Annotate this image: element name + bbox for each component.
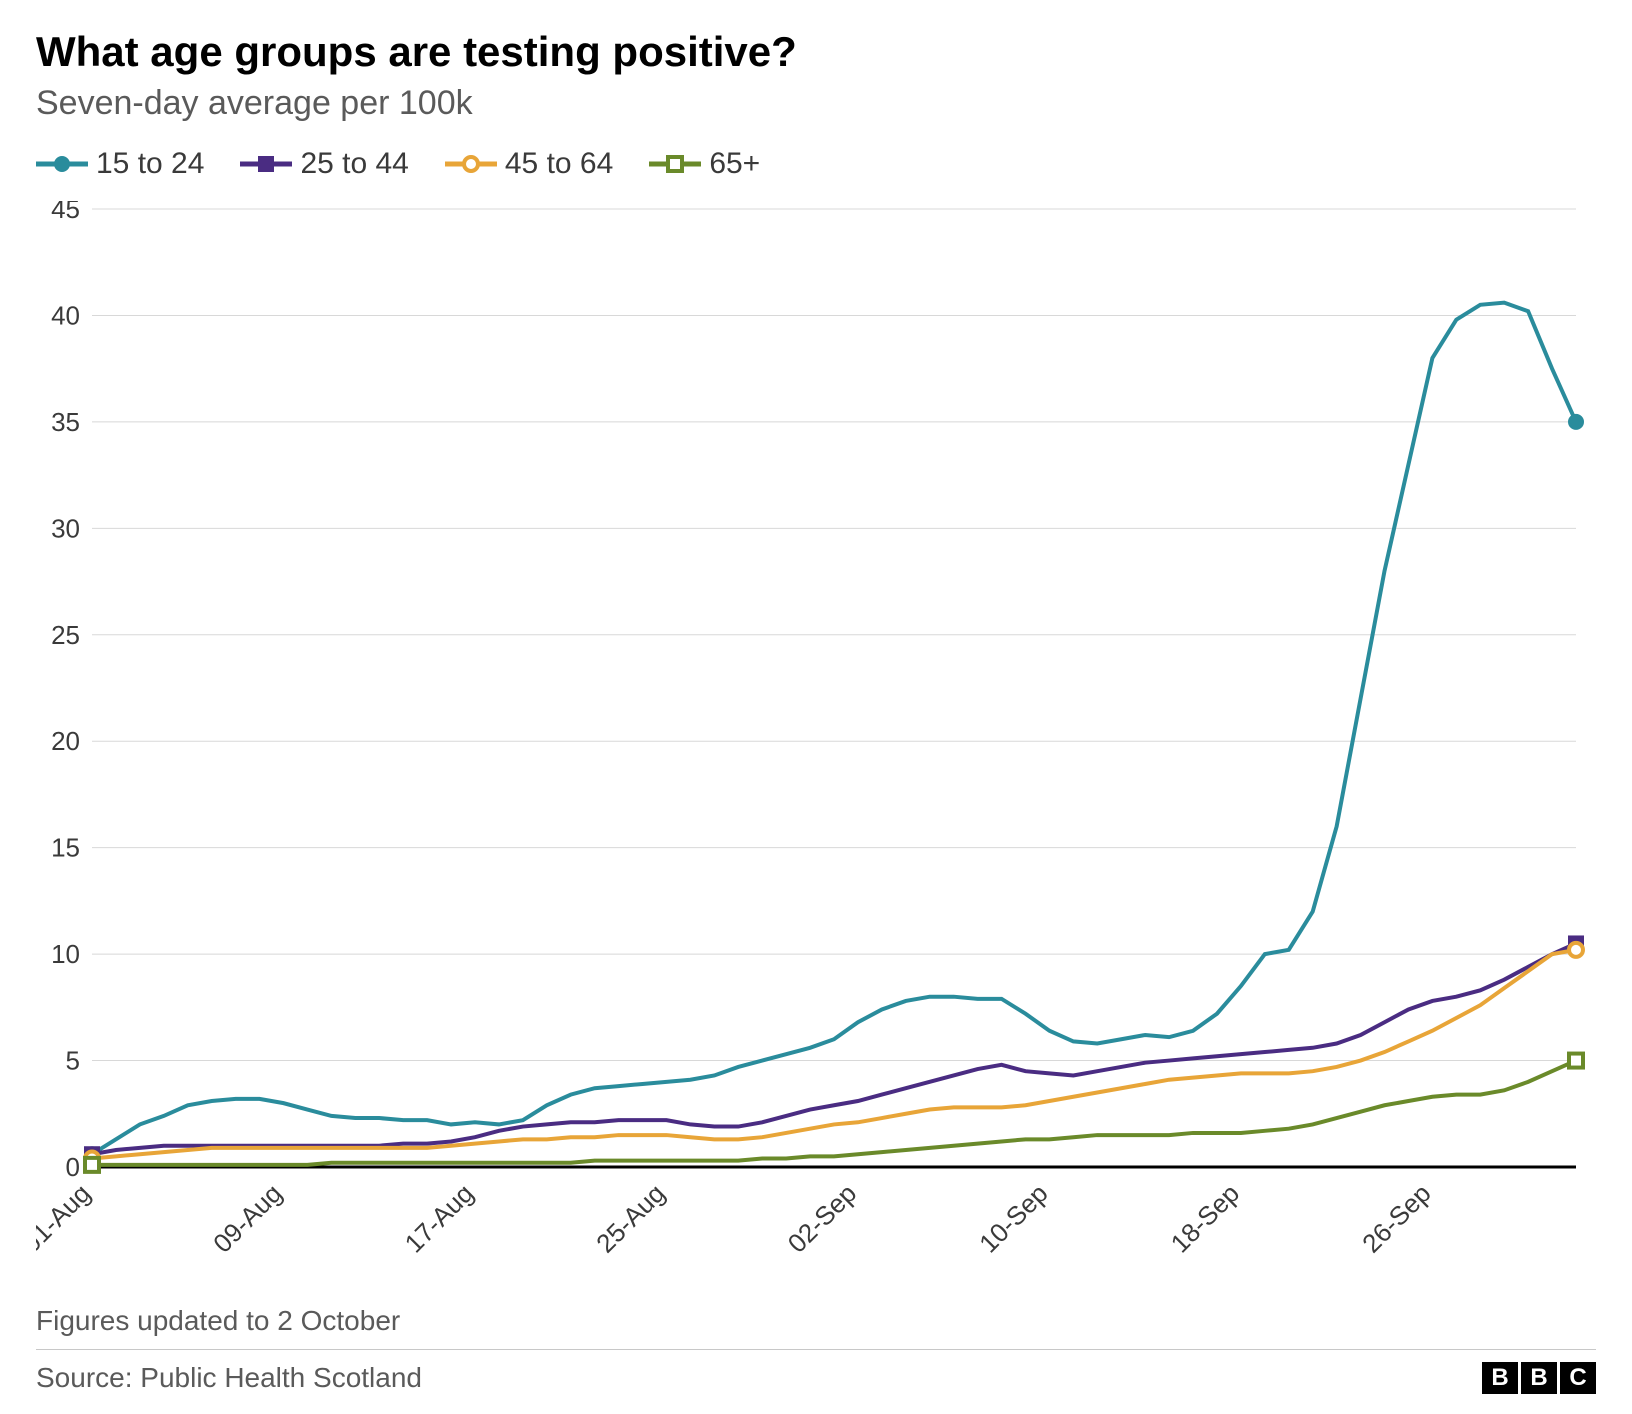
marker-s45to64: [1569, 943, 1583, 957]
source-row: Source: Public Health Scotland BBC: [36, 1349, 1596, 1394]
chart-subtitle: Seven-day average per 100k: [36, 84, 1596, 123]
legend-label: 25 to 44: [300, 147, 408, 181]
svg-text:5: 5: [66, 1046, 80, 1076]
svg-text:26-Sep: 26-Sep: [1356, 1178, 1436, 1258]
chart-footnote: Figures updated to 2 October: [36, 1305, 1596, 1337]
legend-item-s15to24: 15 to 24: [36, 147, 204, 181]
marker-s15to24: [1568, 414, 1584, 430]
line-chart-svg: 0 5 10 15 20 25 30 35 40 45 01-Aug 09-Aug 17-Aug 25-A…: [36, 201, 1596, 1287]
legend-item-s25to44: 25 to 44: [240, 147, 408, 181]
svg-text:20: 20: [51, 726, 80, 756]
bbc-block: B: [1482, 1362, 1518, 1394]
circle-filled-icon: [52, 154, 72, 174]
svg-text:17-Aug: 17-Aug: [399, 1178, 479, 1258]
legend-item-s65plus: 65+: [649, 147, 760, 181]
series-s15to24: [92, 303, 1576, 1155]
circle-open-icon: [461, 154, 481, 174]
square-open-icon: [665, 154, 685, 174]
svg-text:15: 15: [51, 833, 80, 863]
svg-text:25: 25: [51, 620, 80, 650]
bbc-block: B: [1521, 1362, 1557, 1394]
legend-swatch: [36, 154, 88, 174]
legend-label: 15 to 24: [96, 147, 204, 181]
svg-text:09-Aug: 09-Aug: [207, 1178, 287, 1258]
bbc-block: C: [1560, 1362, 1596, 1394]
marker-s65plus: [85, 1158, 99, 1172]
svg-text:10-Sep: 10-Sep: [973, 1178, 1053, 1258]
svg-text:02-Sep: 02-Sep: [782, 1178, 862, 1258]
svg-text:35: 35: [51, 407, 80, 437]
svg-text:10: 10: [51, 939, 80, 969]
legend-label: 45 to 64: [505, 147, 613, 181]
marker-s65plus: [1569, 1054, 1583, 1068]
legend-swatch: [649, 154, 701, 174]
series-s45to64: [92, 950, 1576, 1159]
svg-text:01-Aug: 01-Aug: [36, 1178, 96, 1258]
bbc-logo: BBC: [1482, 1362, 1596, 1394]
legend-swatch: [240, 154, 292, 174]
chart-title: What age groups are testing positive?: [36, 28, 1596, 76]
svg-text:18-Sep: 18-Sep: [1165, 1178, 1245, 1258]
svg-text:45: 45: [51, 201, 80, 224]
svg-text:40: 40: [51, 300, 80, 330]
chart-area: 0 5 10 15 20 25 30 35 40 45 01-Aug 09-Aug 17-Aug 25-A…: [36, 201, 1596, 1287]
legend-swatch: [445, 154, 497, 174]
legend-label: 65+: [709, 147, 760, 181]
source-text: Source: Public Health Scotland: [36, 1362, 422, 1394]
square-filled-icon: [256, 154, 276, 174]
svg-text:30: 30: [51, 513, 80, 543]
legend-item-s45to64: 45 to 64: [445, 147, 613, 181]
legend: 15 to 24 25 to 44 45 to 64 65+: [36, 147, 1596, 181]
svg-text:25-Aug: 25-Aug: [590, 1178, 670, 1258]
svg-text:0: 0: [66, 1152, 80, 1182]
